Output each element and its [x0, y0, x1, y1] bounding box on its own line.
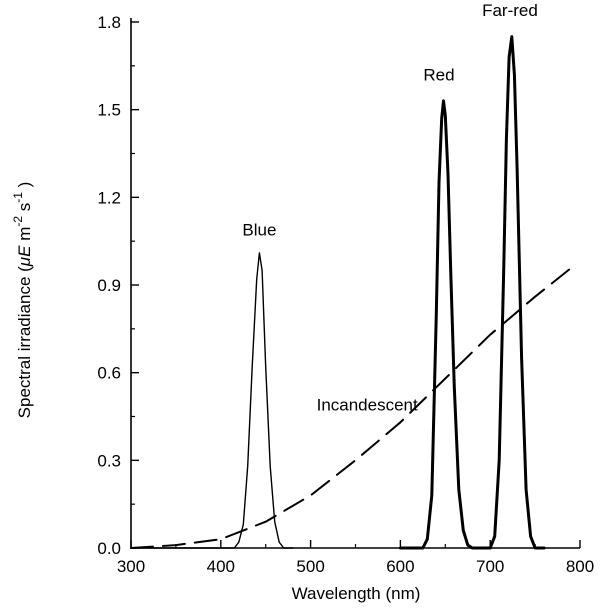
y-axis-label: Spectral irradiance (μE m-2 s-1 ) [11, 182, 34, 419]
annotations: Blue Red Far-red Incandescent [242, 1, 538, 415]
y-tick-label: 1.8 [97, 13, 121, 32]
y-axis-label-s: s [15, 203, 34, 216]
annotation-incandescent: Incandescent [317, 396, 418, 415]
x-tick-label: 800 [566, 557, 594, 576]
y-axis-label-mu: μ [15, 256, 34, 267]
y-axis-label-m: m [15, 227, 34, 246]
y-axis-label-suffix: ) [15, 182, 34, 192]
series-blue-line [130, 252, 294, 549]
series-far-red-line [479, 35, 546, 550]
annotation-blue: Blue [242, 220, 276, 239]
annotation-far-red: Far-red [482, 1, 538, 20]
y-axis-label-m-exp: -2 [11, 216, 25, 227]
y-tick-label: 0.6 [97, 364, 121, 383]
x-tick-label: 500 [296, 557, 324, 576]
y-axis-label-s-exp: -1 [11, 192, 25, 203]
y-tick-label: 0.0 [97, 539, 121, 558]
series-red-line [398, 99, 492, 550]
x-tick-label: 400 [207, 557, 235, 576]
y-tick-label: 0.3 [97, 451, 121, 470]
x-axis-label: Wavelength (nm) [292, 584, 421, 603]
axes [130, 18, 580, 549]
y-tick-label: 0.9 [97, 276, 121, 295]
y-axis-label-prefix: Spectral irradiance ( [15, 266, 34, 418]
annotation-red: Red [423, 65, 454, 84]
ticks: 300 400 500 600 700 800 0.0 0.3 0.6 0.9 1.2 1.5 1.8 [97, 13, 594, 576]
x-tick-label: 600 [386, 557, 414, 576]
y-tick-label: 1.5 [97, 101, 121, 120]
x-tick-label: 300 [117, 557, 145, 576]
series-incandescent-line [130, 263, 577, 549]
y-tick-label: 1.2 [97, 188, 121, 207]
y-axis-label-e: E [15, 245, 34, 257]
x-tick-label: 700 [476, 557, 504, 576]
series-group [130, 35, 577, 550]
